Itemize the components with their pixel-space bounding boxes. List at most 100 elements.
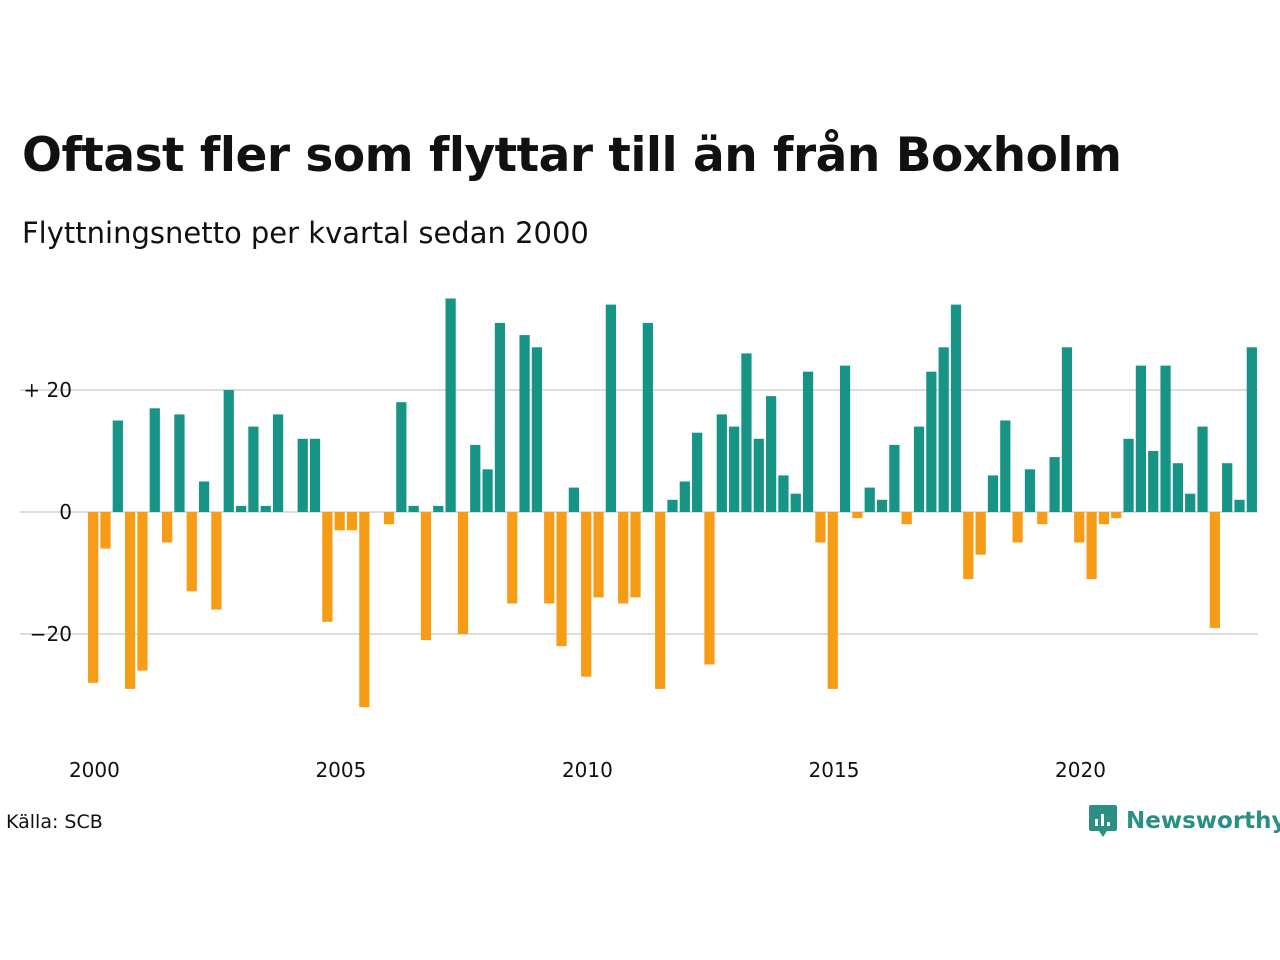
- bar: [322, 512, 333, 622]
- x-tick-label: 2005: [315, 758, 366, 782]
- bar: [248, 426, 259, 512]
- newsworthy-brand[interactable]: Newsworthy: [1088, 803, 1280, 839]
- bar: [1160, 365, 1171, 512]
- bar: [519, 335, 530, 512]
- bar: [1185, 493, 1196, 512]
- bar: [334, 512, 345, 531]
- bar: [309, 438, 321, 512]
- bar: [790, 493, 801, 512]
- bar: [975, 512, 986, 555]
- bar: [149, 408, 160, 512]
- bar: [112, 420, 123, 512]
- bar: [1086, 512, 1097, 580]
- bar: [359, 512, 370, 708]
- bar: [396, 402, 407, 512]
- chart-title: Oftast fler som flyttar till än från Box…: [22, 128, 1122, 183]
- bar: [766, 396, 777, 512]
- bar: [630, 512, 641, 598]
- bar: [1098, 512, 1110, 525]
- bar: [556, 512, 567, 647]
- bar: [235, 505, 247, 512]
- bar: [568, 487, 579, 512]
- bar: [125, 512, 136, 689]
- bar: [174, 414, 185, 512]
- y-tick-label: 0: [59, 500, 72, 524]
- bar: [938, 347, 949, 512]
- bar: [470, 444, 481, 512]
- bar: [433, 505, 444, 512]
- y-tick-label: + 20: [23, 378, 72, 402]
- bar: [1123, 438, 1134, 512]
- bar: [692, 432, 703, 512]
- bar: [1148, 451, 1159, 512]
- brand-name: Newsworthy: [1126, 808, 1280, 834]
- bar: [618, 512, 629, 604]
- bar: [1135, 365, 1147, 512]
- bar: [1000, 420, 1011, 512]
- bar: [876, 499, 888, 512]
- bar: [605, 304, 616, 512]
- bar: [507, 512, 518, 604]
- bar: [482, 469, 493, 512]
- bar: [1197, 426, 1208, 512]
- bar: [987, 475, 999, 512]
- bar: [704, 512, 715, 665]
- bar: [1061, 347, 1073, 512]
- bar: [211, 512, 222, 610]
- bar: [827, 512, 838, 689]
- bar: [741, 353, 752, 512]
- bar: [963, 512, 974, 580]
- bar: [1222, 463, 1233, 512]
- bar: [186, 512, 197, 592]
- bar: [544, 512, 555, 604]
- x-tick-label: 2010: [562, 758, 613, 782]
- bar: [581, 512, 592, 677]
- bar: [815, 512, 826, 543]
- bar: [272, 414, 284, 512]
- bar: [889, 444, 900, 512]
- bar: [655, 512, 666, 689]
- source-note: Källa: SCB: [6, 811, 103, 833]
- bar: [1024, 469, 1036, 512]
- bar: [1111, 512, 1122, 519]
- bar: [950, 304, 962, 512]
- bar: [839, 365, 851, 512]
- bar: [852, 512, 863, 519]
- bar: [913, 426, 925, 512]
- bar: [1037, 512, 1048, 525]
- x-tick-label: 2015: [809, 758, 860, 782]
- bar: [1049, 457, 1060, 512]
- bar: [137, 512, 148, 671]
- bar: [198, 481, 210, 512]
- x-axis-ticks: 2000 2005 2010 2015 2020: [69, 758, 1106, 782]
- bar: [1074, 512, 1085, 543]
- bar: [679, 481, 690, 512]
- bar: [593, 512, 604, 598]
- bar: [926, 371, 937, 512]
- bar: [408, 505, 419, 512]
- bar: [667, 499, 678, 512]
- bar: [297, 438, 308, 512]
- bar: [901, 512, 912, 525]
- bar: [223, 390, 234, 512]
- bar: [1209, 512, 1220, 628]
- y-axis-ticks: + 20 0 −20: [23, 378, 72, 646]
- bar: [346, 512, 358, 531]
- bar: [1246, 347, 1257, 512]
- bar: [864, 487, 875, 512]
- bar: [716, 414, 727, 512]
- bar: [778, 475, 789, 512]
- bars: [88, 298, 1257, 708]
- bar: [420, 512, 432, 641]
- chart-subtitle: Flyttningsnetto per kvartal sedan 2000: [22, 216, 589, 250]
- bar: [531, 347, 543, 512]
- bar: [642, 322, 653, 512]
- bar: [1172, 463, 1183, 512]
- bar: [802, 371, 814, 512]
- bar: [88, 512, 99, 683]
- y-tick-label: −20: [30, 622, 72, 646]
- bar: [753, 438, 764, 512]
- bar: [260, 505, 271, 512]
- bar: [1012, 512, 1023, 543]
